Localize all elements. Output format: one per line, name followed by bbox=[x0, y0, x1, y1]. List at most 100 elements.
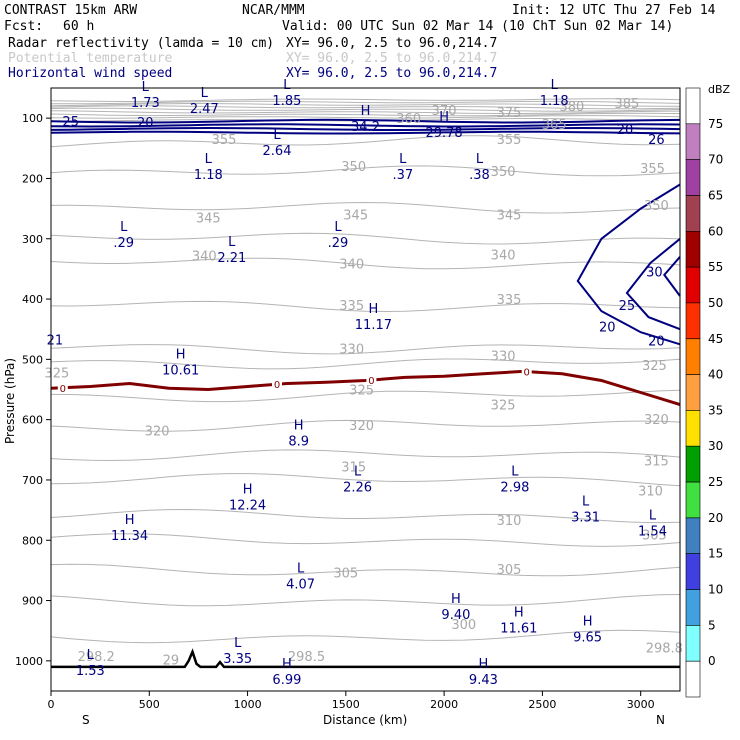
theta-label: 350 bbox=[491, 165, 516, 180]
extremum-value: 1.54 bbox=[638, 525, 667, 540]
extremum-value: 1.73 bbox=[131, 96, 160, 111]
extremum-type: H bbox=[282, 657, 292, 672]
x-tick-label: 0 bbox=[48, 698, 55, 711]
wind-contour-line bbox=[576, 183, 681, 346]
colorbar-level-label: 35 bbox=[708, 403, 723, 417]
theta-label: 315 bbox=[341, 461, 366, 476]
extremum-type: L bbox=[334, 220, 342, 235]
colorbar-unit: dBZ bbox=[708, 83, 731, 96]
y-tick-label: 500 bbox=[22, 353, 43, 366]
model-title: CONTRAST 15km ARW bbox=[4, 3, 137, 18]
init-time: Init: 12 UTC Thu 27 Feb 14 bbox=[512, 3, 716, 18]
y-tick-label: 400 bbox=[22, 293, 43, 306]
extremum-type: L bbox=[297, 562, 305, 577]
extremum-value: 2.47 bbox=[190, 102, 219, 117]
colorbar-swatch bbox=[685, 517, 701, 555]
extremum-value: 12.24 bbox=[229, 499, 266, 514]
extremum-value: 2.21 bbox=[217, 251, 246, 266]
colorbar-swatch bbox=[685, 302, 701, 339]
extremum-type: H bbox=[514, 606, 524, 621]
theta-label: 320 bbox=[644, 413, 669, 428]
colorbar-swatch bbox=[685, 374, 701, 411]
wind-contour-line bbox=[625, 238, 681, 331]
valid-time: Valid: 00 UTC Sun 02 Mar 14 (10 ChT Sun … bbox=[282, 19, 673, 34]
extremum-type: H bbox=[451, 592, 461, 607]
extremum-type: H bbox=[439, 110, 449, 125]
colorbar-level-label: 10 bbox=[708, 583, 723, 597]
colorbar-level-label: 5 bbox=[708, 618, 716, 632]
colorbar-level-label: 20 bbox=[708, 511, 723, 525]
x-tick-label: 1500 bbox=[332, 698, 360, 711]
colorbar-swatch bbox=[685, 231, 701, 268]
theta-contour-line bbox=[50, 358, 681, 370]
colorbar-level-label: 30 bbox=[708, 439, 723, 453]
extremum-value: 34.2 bbox=[351, 120, 380, 135]
theta-contour-line bbox=[50, 103, 680, 107]
wind-speed-label: 20 bbox=[137, 116, 154, 131]
theta-label: 315 bbox=[644, 455, 669, 470]
colorbar-level-label: 55 bbox=[708, 260, 723, 274]
extremum-type: H bbox=[479, 657, 489, 672]
y-tick-label: 200 bbox=[22, 172, 43, 185]
extremum-type: L bbox=[273, 128, 281, 143]
colorbar-swatch bbox=[685, 195, 701, 232]
theta-contour-line bbox=[50, 533, 681, 547]
freezing-level-label: 0 bbox=[274, 380, 280, 391]
extremum-value: 29.78 bbox=[425, 126, 462, 141]
theta-label: 335 bbox=[339, 299, 364, 314]
wind-contour-line bbox=[50, 118, 681, 124]
colorbar-swatch bbox=[685, 338, 701, 375]
colorbar-level-label: 0 bbox=[708, 654, 716, 668]
theta-label: 29 bbox=[163, 654, 180, 669]
wind-speed-label: 25 bbox=[619, 299, 636, 314]
extremum-value: 11.61 bbox=[500, 622, 537, 637]
extremum-type: H bbox=[243, 483, 253, 498]
y-tick-label: 900 bbox=[22, 595, 43, 608]
freezing-label-bg bbox=[521, 366, 532, 377]
wind-contour-line bbox=[50, 126, 681, 131]
theta-label: 300 bbox=[451, 618, 476, 633]
theta-label: 340 bbox=[339, 257, 364, 272]
theta-label: 325 bbox=[642, 359, 667, 374]
extremum-type: H bbox=[369, 302, 379, 317]
freezing-level-label: 0 bbox=[60, 384, 66, 395]
x-tick-label: 3000 bbox=[627, 698, 655, 711]
freezing-level-line bbox=[50, 369, 681, 407]
extremum-type: H bbox=[125, 513, 135, 528]
theta-contour-line bbox=[50, 419, 681, 432]
theta-contour-line bbox=[50, 100, 681, 105]
theta-contour-line bbox=[50, 110, 681, 114]
extremum-value: 11.17 bbox=[355, 318, 392, 333]
freezing-level: 0 0 0 0 bbox=[50, 366, 681, 407]
colorbar-swatch bbox=[685, 87, 701, 125]
theta-label: 355 bbox=[640, 162, 665, 177]
extremum-value: 10.61 bbox=[162, 364, 199, 379]
colorbar-swatch bbox=[685, 553, 701, 590]
theta-label: 345 bbox=[196, 212, 221, 227]
south-label: S bbox=[82, 713, 90, 727]
theta-contour-line bbox=[50, 344, 681, 355]
theta-label: 310 bbox=[638, 485, 663, 500]
extremum-type: L bbox=[205, 152, 213, 167]
extremum-type: L bbox=[201, 86, 209, 101]
extremum-type: L bbox=[399, 152, 407, 167]
theta-contour-line bbox=[50, 165, 681, 177]
theta-label: 370 bbox=[432, 104, 457, 119]
freezing-level-label: 0 bbox=[368, 376, 374, 387]
extremum-value: 9.65 bbox=[573, 631, 602, 646]
extremum-value: 1.18 bbox=[540, 94, 569, 109]
terrain-line bbox=[51, 648, 680, 669]
theta-contour-line bbox=[50, 563, 681, 577]
extremum-value: 2.98 bbox=[500, 481, 529, 496]
center-title: NCAR/MMM bbox=[242, 3, 305, 18]
wind-speed-label: 30 bbox=[646, 266, 663, 281]
x-tick-label: 2000 bbox=[430, 698, 458, 711]
extremum-type: L bbox=[228, 235, 236, 250]
theta-label: 298.8 bbox=[646, 641, 683, 656]
extrema-labels: L1.73L2.47L1.85L1.18H34.2H29.78L2.64L1.1… bbox=[76, 78, 667, 688]
theta-contour-line bbox=[50, 201, 681, 214]
theta-label: 298.2 bbox=[78, 650, 115, 665]
extremum-type: L bbox=[142, 80, 150, 95]
extremum-value: 1.53 bbox=[76, 664, 105, 679]
theta-label: 320 bbox=[349, 419, 374, 434]
